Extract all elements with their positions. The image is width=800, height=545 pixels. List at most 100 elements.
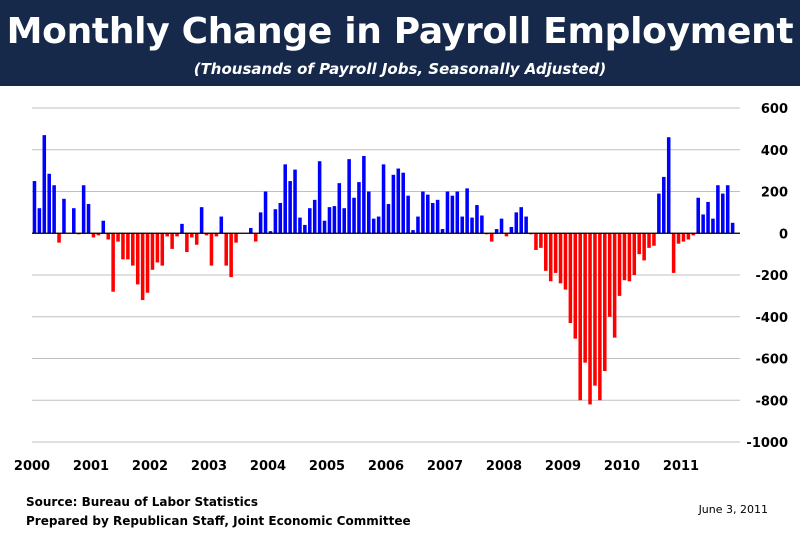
- bar: [671, 233, 676, 273]
- bar: [450, 195, 455, 234]
- bar: [568, 233, 573, 324]
- bar: [455, 191, 460, 234]
- bar: [691, 233, 696, 236]
- bar: [509, 226, 514, 234]
- bar: [583, 233, 587, 363]
- bar: [435, 199, 440, 234]
- bar: [499, 218, 504, 234]
- bar: [57, 233, 61, 243]
- bar: [539, 233, 543, 248]
- bar: [42, 135, 47, 234]
- y-tick-label: -800: [755, 394, 788, 409]
- x-tick-label: 2009: [545, 459, 581, 474]
- bar: [445, 191, 450, 234]
- bar: [494, 229, 499, 234]
- bar: [519, 207, 523, 234]
- bar: [135, 233, 140, 285]
- bar: [534, 233, 538, 250]
- bar: [352, 197, 356, 234]
- bar: [37, 208, 42, 234]
- x-tick-label: 2006: [368, 459, 404, 474]
- bar: [396, 168, 401, 234]
- bar: [593, 233, 597, 386]
- bar: [524, 216, 528, 234]
- bar: [489, 233, 494, 242]
- bar: [578, 233, 582, 401]
- bar-series: [32, 135, 735, 405]
- bar: [293, 169, 297, 234]
- bar: [131, 233, 135, 266]
- bar: [553, 233, 558, 273]
- bar: [716, 185, 720, 234]
- chart-subtitle: (Thousands of Payroll Jobs, Seasonally A…: [193, 60, 607, 78]
- prepared-by-note: Prepared by Republican Staff, Joint Econ…: [26, 514, 411, 528]
- bar: [165, 233, 169, 237]
- bar: [263, 191, 268, 234]
- source-note: Source: Bureau of Labor Statistics: [26, 495, 259, 509]
- bar: [229, 233, 233, 278]
- bar: [376, 216, 381, 234]
- x-tick-label: 2011: [663, 459, 699, 474]
- bar: [401, 172, 405, 234]
- x-tick-label: 2010: [604, 459, 640, 474]
- bar: [312, 199, 317, 234]
- x-tick-label: 2001: [73, 459, 109, 474]
- bar: [632, 233, 637, 275]
- bar: [96, 233, 101, 236]
- bar: [249, 228, 253, 234]
- bar: [426, 194, 430, 234]
- bar: [676, 233, 681, 244]
- title-banner: Monthly Change in Payroll Employment (Th…: [0, 0, 800, 86]
- bar: [647, 233, 651, 248]
- bar: [544, 233, 548, 271]
- bar: [332, 206, 337, 234]
- bar: [406, 195, 410, 234]
- bar: [303, 224, 307, 234]
- bar: [514, 212, 519, 234]
- bar: [642, 233, 646, 261]
- bar: [106, 233, 110, 240]
- bar: [258, 212, 263, 234]
- bar: [278, 202, 283, 234]
- bar: [573, 233, 578, 339]
- bar: [72, 208, 76, 234]
- bar: [194, 233, 199, 245]
- bar: [603, 233, 607, 372]
- bar: [622, 233, 627, 281]
- y-tick-label: -200: [755, 269, 788, 284]
- x-tick-label: 2000: [14, 459, 50, 474]
- bar: [209, 233, 214, 266]
- bar: [480, 215, 484, 234]
- bar: [612, 233, 617, 338]
- y-tick-label: -600: [755, 353, 788, 368]
- bar: [204, 233, 209, 236]
- bar: [652, 233, 656, 246]
- bar: [253, 233, 258, 242]
- bar: [657, 193, 661, 234]
- bar: [81, 185, 86, 234]
- bar: [317, 161, 322, 234]
- bar: [47, 173, 51, 234]
- bar: [391, 174, 396, 234]
- bar: [627, 233, 632, 282]
- bar: [730, 222, 735, 234]
- bar: [52, 185, 56, 234]
- bar: [234, 233, 238, 243]
- bar: [288, 181, 292, 234]
- y-tick-label: 200: [761, 186, 788, 201]
- bar: [725, 185, 730, 234]
- bar: [342, 208, 346, 234]
- x-tick-label: 2005: [309, 459, 345, 474]
- bar: [421, 191, 425, 234]
- y-tick-label: -1000: [746, 436, 788, 451]
- bar: [283, 164, 287, 234]
- bar: [214, 233, 219, 237]
- bar: [666, 137, 671, 234]
- bar: [298, 217, 302, 234]
- y-tick-label: 0: [779, 227, 788, 242]
- bar: [706, 201, 710, 234]
- bar: [180, 223, 184, 234]
- bar: [558, 233, 563, 284]
